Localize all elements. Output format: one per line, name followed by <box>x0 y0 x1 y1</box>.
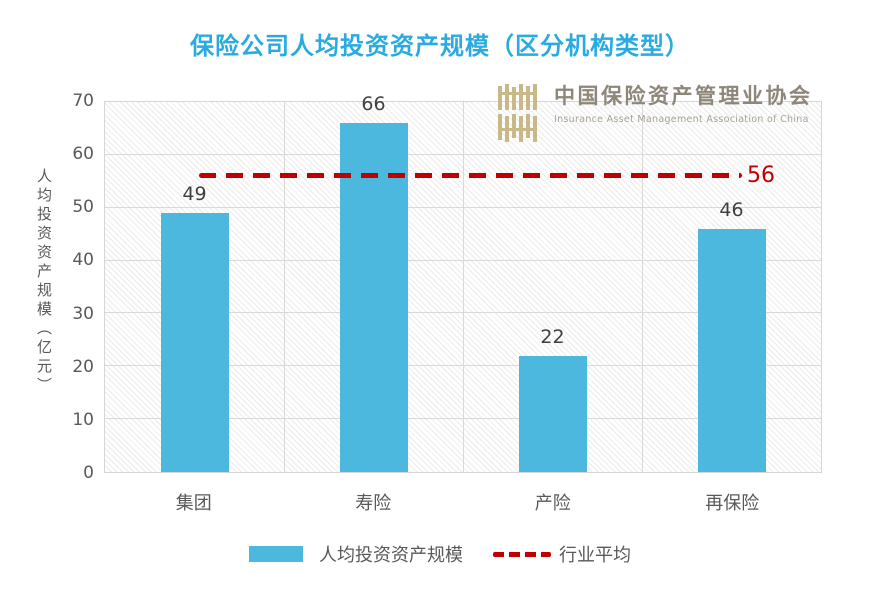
y-tick-label: 40 <box>72 250 94 271</box>
y-tick-label: 10 <box>72 409 94 430</box>
legend-item-bar-series: 人均投资资产规模 <box>249 541 463 567</box>
legend-item-reference-line: 行业平均 <box>493 541 631 567</box>
category-label: 集团 <box>175 493 212 514</box>
x-axis-labels: 集团 寿险 产险 再保险 <box>104 473 822 514</box>
bar-series-swatch <box>249 546 303 562</box>
bar-value-label: 49 <box>182 183 207 205</box>
y-axis-title: 人均投资资产规模（亿元） <box>35 168 53 396</box>
vertical-gridline <box>642 102 643 472</box>
vertical-gridline <box>284 102 285 472</box>
logo-name-en: Insurance Asset Management Association o… <box>554 114 809 125</box>
y-tick-label: 20 <box>72 356 94 377</box>
logo-text: 中国保险资产管理业协会 Insurance Asset Management A… <box>554 80 813 125</box>
y-tick-label: 0 <box>83 463 94 483</box>
category-label: 再保险 <box>705 493 760 514</box>
bar <box>339 123 408 472</box>
legend: 人均投资资产规模 行业平均 <box>0 540 880 568</box>
reference-value-label: 56 <box>747 163 775 188</box>
y-tick-label: 50 <box>72 197 94 218</box>
plot-area: 49 66 22 46 56 <box>104 95 822 473</box>
vertical-gridline <box>463 102 464 472</box>
bar <box>518 355 587 472</box>
reference-line <box>199 173 742 178</box>
reference-line-swatch <box>493 551 551 557</box>
iamac-logo: 中国保险资产管理业协会 Insurance Asset Management A… <box>497 80 813 146</box>
y-tick-label: 70 <box>72 91 94 111</box>
bar-value-label: 46 <box>719 198 744 221</box>
chart-title: 保险公司人均投资资产规模（区分机构类型） <box>190 32 690 60</box>
bar <box>697 228 766 472</box>
bar <box>160 213 229 472</box>
bar-value-label: 22 <box>540 325 565 348</box>
y-tick-label: 60 <box>72 144 94 165</box>
iamac-logo-mark-icon <box>497 84 541 146</box>
bar-series-label: 人均投资资产规模 <box>319 545 463 566</box>
reference-line-label: 行业平均 <box>559 545 631 566</box>
category-label: 产险 <box>534 493 571 514</box>
y-tick-label: 30 <box>72 303 94 324</box>
bar-value-label: 66 <box>361 93 386 116</box>
category-label: 寿险 <box>355 493 392 514</box>
logo-name-cn: 中国保险资产管理业协会 <box>554 84 813 108</box>
y-axis-ticks: 0 10 20 30 40 50 60 70 <box>52 91 94 483</box>
